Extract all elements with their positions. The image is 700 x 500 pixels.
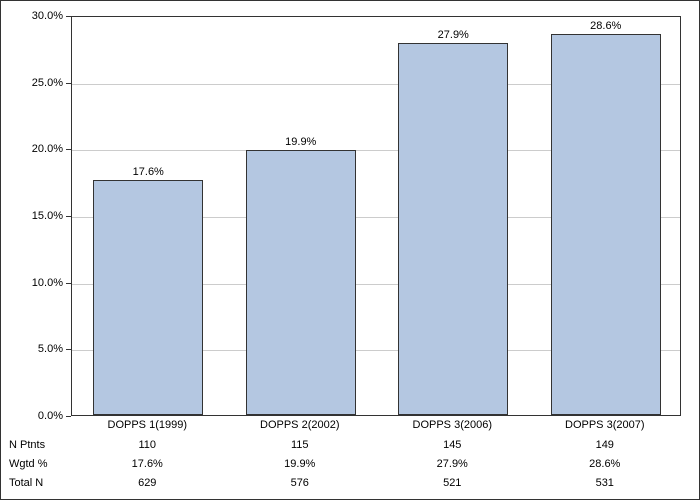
bar	[551, 34, 661, 415]
table-cell: 531	[596, 477, 614, 489]
table-row-label: Wgtd %	[9, 458, 48, 470]
table-cell: 115	[291, 439, 309, 451]
y-tick-label: 0.0%	[38, 410, 63, 422]
bar	[93, 180, 203, 415]
x-category-label: DOPPS 2(2002)	[260, 419, 339, 431]
table-cell: 27.9%	[437, 458, 468, 470]
x-category-label: DOPPS 3(2006)	[413, 419, 492, 431]
chart-container: 0.0%5.0%10.0%15.0%20.0%25.0%30.0% 17.6%1…	[0, 0, 700, 500]
table-cell: 576	[291, 477, 309, 489]
table-cell: 28.6%	[589, 458, 620, 470]
bar-value-label: 27.9%	[438, 29, 469, 41]
y-tick-mark	[66, 416, 71, 417]
y-tick-label: 5.0%	[38, 343, 63, 355]
table-cell: 19.9%	[284, 458, 315, 470]
y-tick-label: 15.0%	[32, 210, 63, 222]
bar	[398, 43, 508, 415]
plot-area: 17.6% 19.9% 27.9% 28.6%	[71, 16, 681, 416]
bar-value-label: 28.6%	[590, 20, 621, 32]
bar-value-label: 19.9%	[285, 136, 316, 148]
table-row: Total N 629 576 521 531	[1, 477, 700, 496]
table-cell: 145	[443, 439, 461, 451]
table-row-label: N Ptnts	[9, 439, 45, 451]
table-cell: 17.6%	[132, 458, 163, 470]
table-row-label: Total N	[9, 477, 43, 489]
y-tick-label: 25.0%	[32, 77, 63, 89]
x-category-label: DOPPS 3(2007)	[565, 419, 644, 431]
table-cell: 110	[138, 439, 156, 451]
y-axis: 0.0%5.0%10.0%15.0%20.0%25.0%30.0%	[1, 16, 71, 416]
table-cell: 521	[443, 477, 461, 489]
y-tick-label: 30.0%	[32, 10, 63, 22]
table-cell: 629	[138, 477, 156, 489]
table-row: Wgtd % 17.6% 19.9% 27.9% 28.6%	[1, 458, 700, 477]
y-tick-label: 10.0%	[32, 277, 63, 289]
x-category-label: DOPPS 1(1999)	[108, 419, 187, 431]
bar-value-label: 17.6%	[133, 166, 164, 178]
table-cell: 149	[596, 439, 614, 451]
table-row: N Ptnts 110 115 145 149	[1, 439, 700, 458]
y-tick-label: 20.0%	[32, 143, 63, 155]
bar	[246, 150, 356, 415]
